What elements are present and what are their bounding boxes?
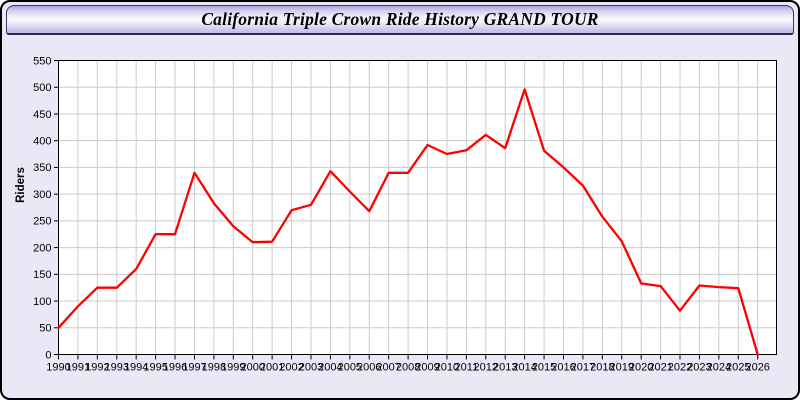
svg-text:1990: 1990 [46,362,70,374]
svg-text:1991: 1991 [66,362,90,374]
svg-text:200: 200 [33,242,51,254]
ride-history-line-chart: 0501001502002503003504004505005501990199… [33,55,777,374]
svg-text:2004: 2004 [318,362,342,374]
svg-text:2021: 2021 [648,362,672,374]
svg-text:2018: 2018 [590,362,614,374]
svg-text:2009: 2009 [415,362,439,374]
svg-text:2025: 2025 [726,362,750,374]
svg-text:350: 350 [33,162,51,174]
svg-text:2011: 2011 [455,362,479,374]
svg-text:2001: 2001 [260,362,284,374]
svg-text:2008: 2008 [396,362,420,374]
svg-text:2010: 2010 [435,362,459,374]
svg-text:2000: 2000 [240,362,264,374]
svg-text:2006: 2006 [357,362,381,374]
svg-text:250: 250 [33,216,51,228]
page-title: California Triple Crown Ride History GRA… [201,9,599,29]
svg-text:400: 400 [33,135,51,147]
svg-text:1992: 1992 [85,362,109,374]
svg-text:100: 100 [33,296,51,308]
svg-text:1995: 1995 [143,362,167,374]
svg-text:2020: 2020 [629,362,653,374]
svg-text:550: 550 [33,55,51,67]
svg-text:2012: 2012 [474,362,498,374]
svg-text:2015: 2015 [532,362,556,374]
svg-text:0: 0 [45,349,51,361]
svg-text:2023: 2023 [687,362,711,374]
svg-text:300: 300 [33,189,51,201]
svg-text:1996: 1996 [163,362,187,374]
y-axis-label: Riders [15,167,27,203]
svg-text:2002: 2002 [279,362,303,374]
svg-text:1997: 1997 [182,362,206,374]
svg-text:2007: 2007 [376,362,400,374]
title-bar: California Triple Crown Ride History GRA… [6,5,794,35]
svg-text:150: 150 [33,269,51,281]
svg-text:2003: 2003 [299,362,323,374]
svg-text:1994: 1994 [124,362,148,374]
svg-text:2026: 2026 [745,362,769,374]
svg-text:1993: 1993 [105,362,129,374]
svg-text:2019: 2019 [610,362,634,374]
chart-region: 0 50 100 150 200 250 300 350 400 450 500 550 1990 199… [2,38,798,398]
svg-text:2022: 2022 [668,362,692,374]
svg-text:500: 500 [33,82,51,94]
svg-text:50: 50 [39,323,51,335]
svg-text:2016: 2016 [551,362,575,374]
svg-text:2014: 2014 [512,362,536,374]
svg-text:2013: 2013 [493,362,517,374]
svg-text:2024: 2024 [707,362,731,374]
svg-text:1998: 1998 [202,362,226,374]
svg-text:2005: 2005 [338,362,362,374]
svg-text:450: 450 [33,109,51,121]
svg-text:1999: 1999 [221,362,245,374]
svg-text:2017: 2017 [571,362,595,374]
